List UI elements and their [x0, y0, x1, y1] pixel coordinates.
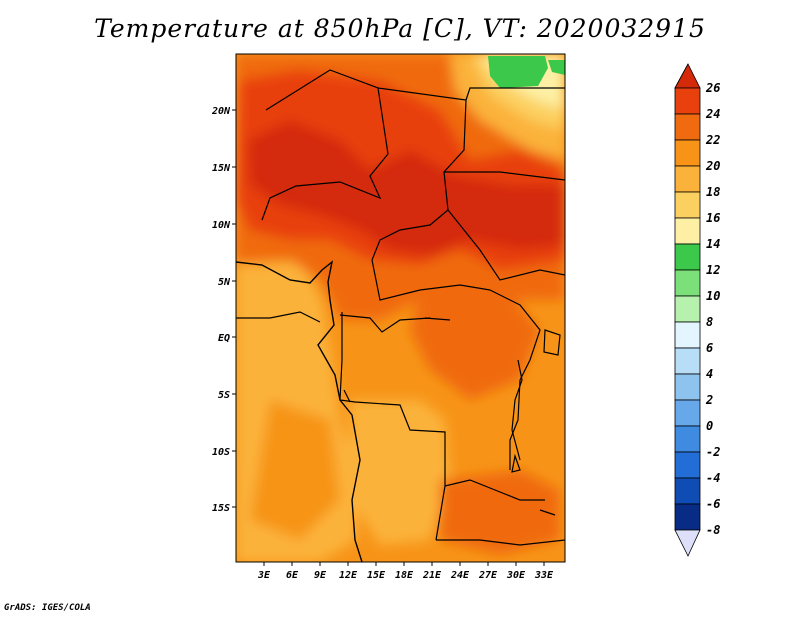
lat-label: 5S [218, 390, 230, 401]
lat-label: EQ [218, 333, 230, 344]
colorbar-swatch [674, 113, 701, 141]
colorbar-swatch [674, 477, 701, 505]
colorbar-swatch [674, 243, 701, 271]
lon-label: 12E [339, 570, 358, 581]
colorbar-swatch [674, 139, 701, 167]
lat-label: 5N [218, 277, 231, 288]
colorbar-label: -4 [706, 471, 720, 485]
colorbar-under [674, 529, 701, 557]
map-frame [235, 53, 566, 563]
field-12-14-ne [488, 56, 548, 88]
colorbar-label: 24 [705, 107, 720, 121]
colorbar-swatch [674, 87, 701, 115]
colorbar-label: 10 [706, 289, 720, 303]
coastline [236, 260, 363, 562]
colorbar-swatch [674, 347, 701, 375]
field-over-26 [248, 120, 565, 255]
lon-label: 30E [506, 570, 526, 581]
colorbar-label: 8 [706, 315, 713, 329]
colorbar-label: 14 [706, 237, 720, 251]
field-22-24-congo [410, 280, 540, 400]
colorbar-swatch [674, 295, 701, 323]
colorbar-label: -2 [706, 445, 720, 459]
lon-label: 33E [534, 570, 554, 581]
field-20-22-coast [250, 400, 340, 540]
lat-label: 20N [211, 106, 231, 117]
lakes [424, 317, 561, 516]
colorbar-label: 0 [706, 419, 713, 433]
lon-label: 24E [450, 570, 470, 581]
colorbar-swatch [674, 503, 701, 531]
lon-label: 6E [286, 570, 299, 581]
colorbar-label: 4 [706, 367, 713, 381]
colorbar-swatch [674, 165, 701, 193]
lon-label: 15E [367, 570, 386, 581]
lat-label: 15N [212, 163, 231, 174]
lon-label: 27E [478, 570, 498, 581]
colorbar-label: -8 [706, 523, 720, 537]
colorbar-swatch [674, 399, 701, 427]
field-18-20-angola [350, 400, 450, 545]
colorbar-label: 12 [706, 263, 720, 277]
colorbar-swatch [674, 451, 701, 479]
colorbar-swatch [674, 269, 701, 297]
colorbar-label: 16 [706, 211, 720, 225]
colorbar [674, 63, 701, 557]
colorbar-swatch [674, 191, 701, 219]
field-12-14-ne-small [548, 60, 565, 75]
colorbar-swatch [674, 425, 701, 453]
lon-label: 18E [395, 570, 414, 581]
lon-label: 9E [314, 570, 327, 581]
country-borders [236, 69, 565, 546]
temperature-field [236, 54, 565, 562]
colorbar-swatch [674, 373, 701, 401]
lat-label: 10S [212, 447, 230, 458]
lon-label: 3E [257, 570, 271, 581]
colorbar-label: -6 [706, 497, 720, 511]
colorbar-label: 6 [706, 341, 713, 355]
grads-credit: GrADS: IGES/COLA [4, 603, 91, 613]
colorbar-label: 26 [705, 81, 720, 95]
colorbar-label: 2 [705, 393, 713, 407]
map-title: Temperature at 850hPa [C], VT: 202003291… [94, 14, 706, 43]
colorbar-label: 18 [706, 185, 720, 199]
field-22-24-south [440, 470, 560, 555]
lat-label: 10N [212, 220, 231, 231]
colorbar-swatch [674, 321, 701, 349]
colorbar-swatch [674, 217, 701, 245]
lat-label: 15S [212, 503, 230, 514]
colorbar-label: 22 [705, 133, 720, 147]
colorbar-label: 20 [705, 159, 720, 173]
lon-label: 21E [422, 570, 442, 581]
